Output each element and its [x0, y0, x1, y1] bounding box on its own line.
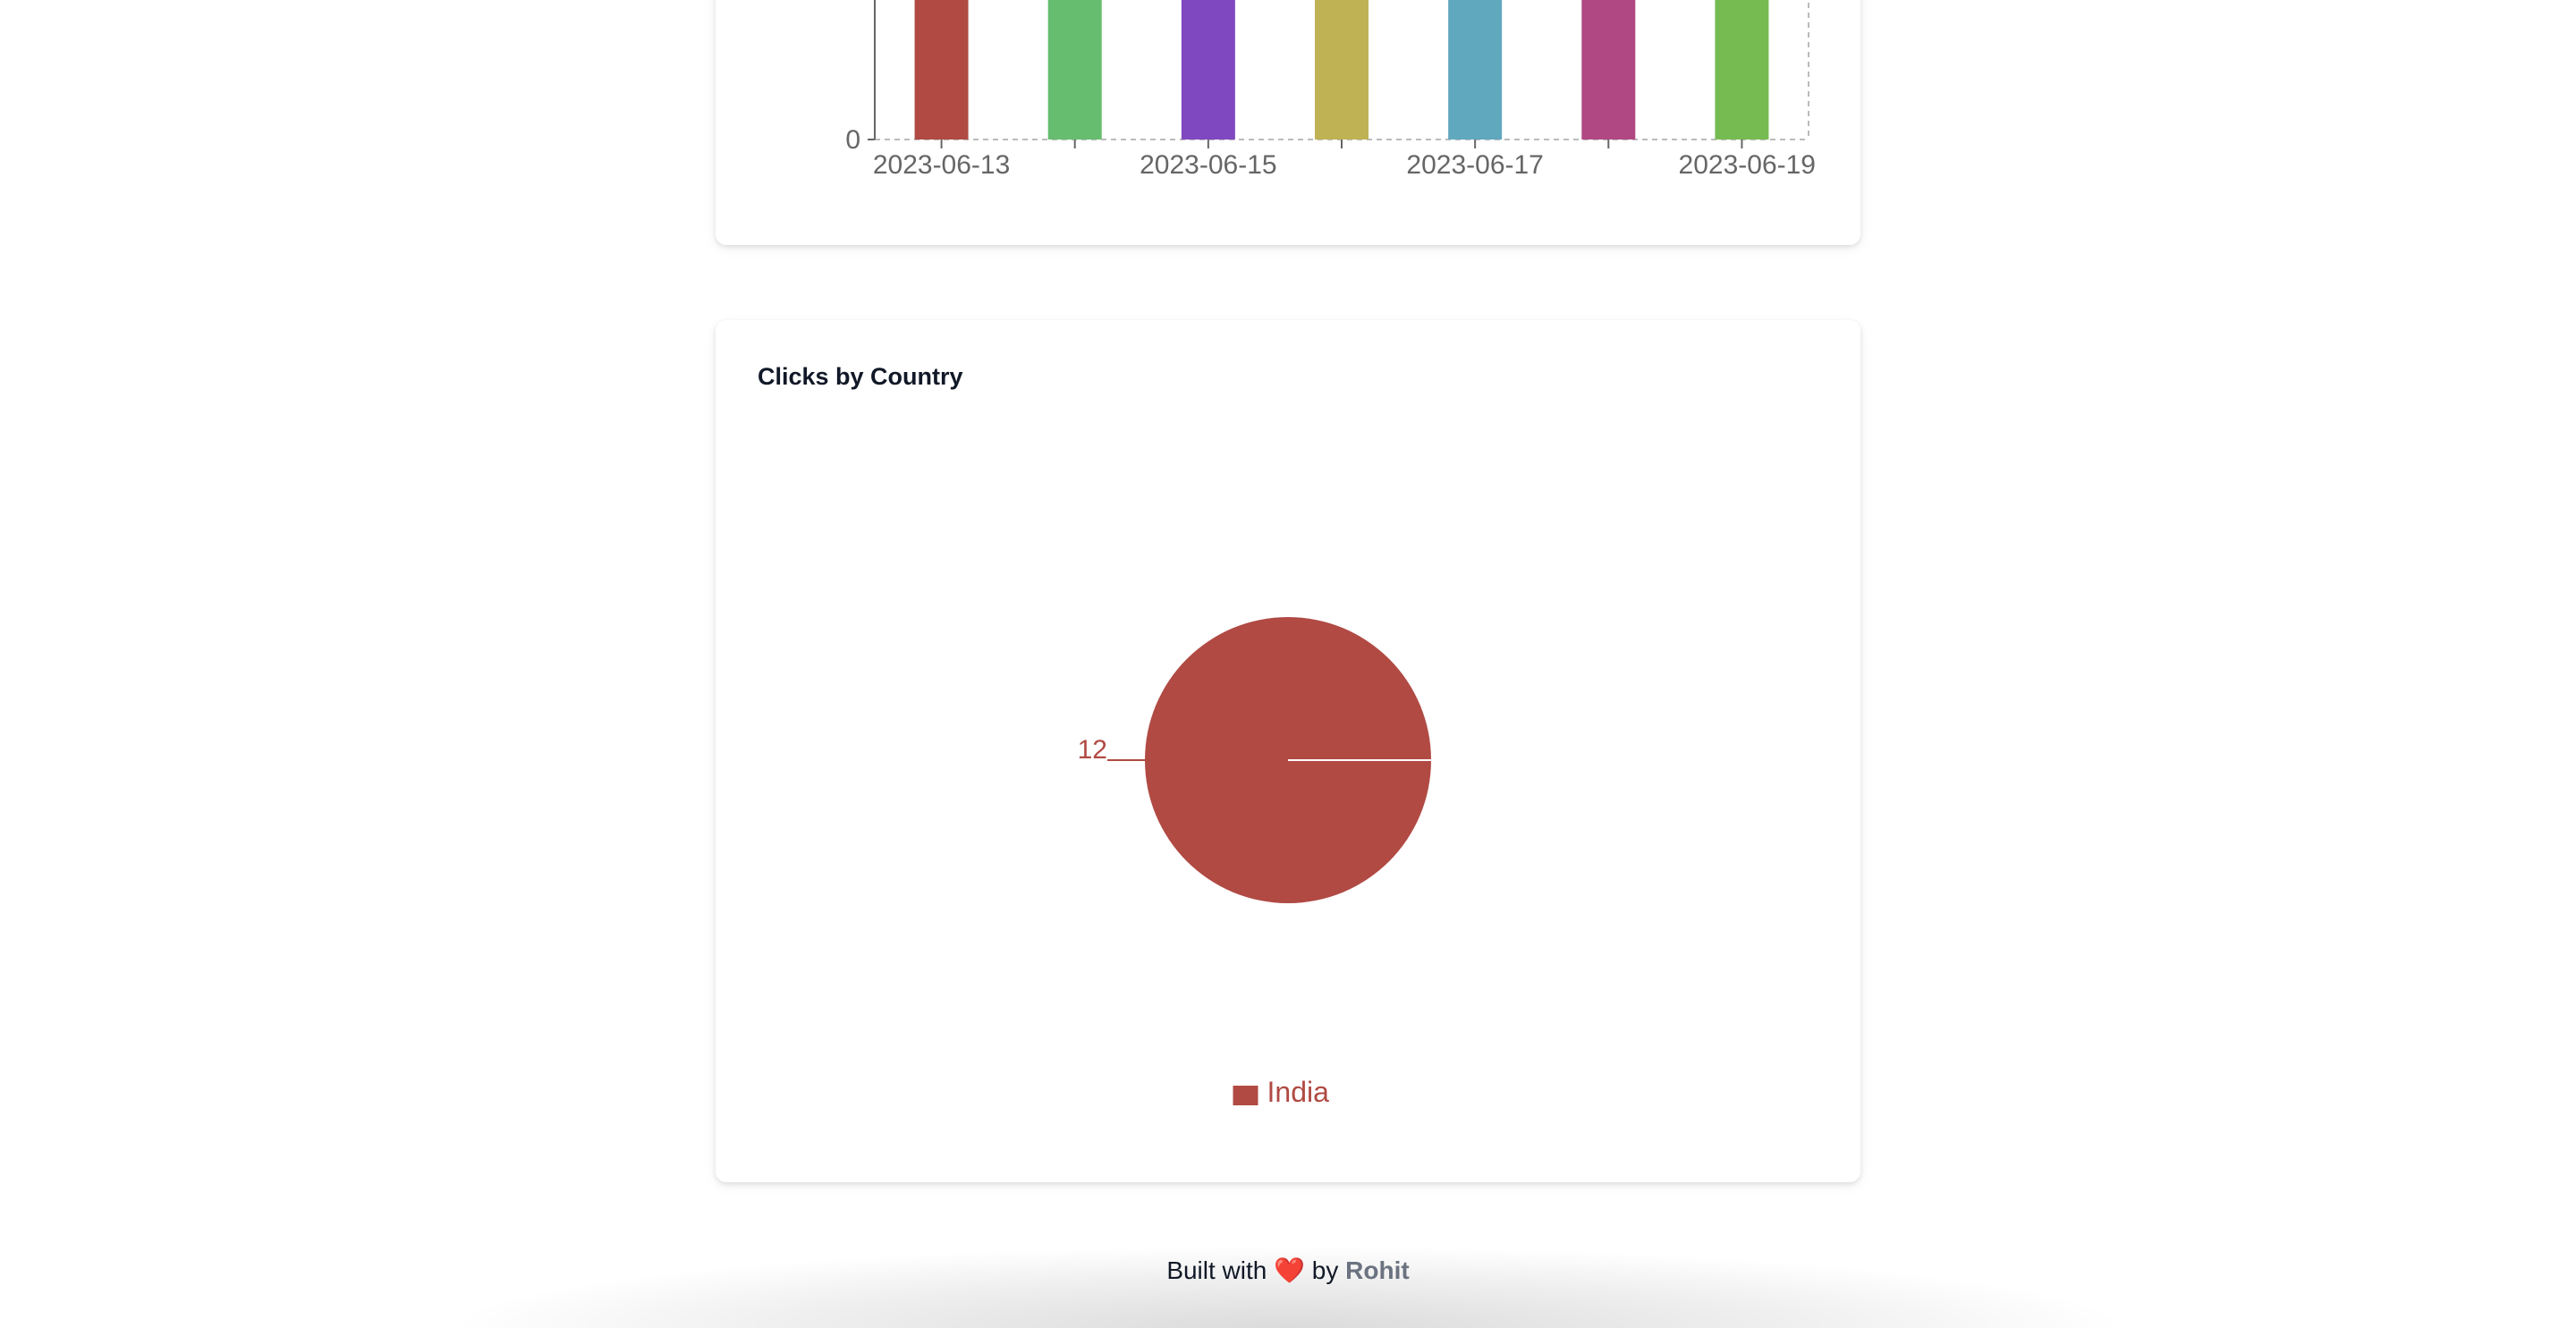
legend-label-India: India	[1267, 1076, 1330, 1108]
footer-by: by	[1311, 1256, 1339, 1284]
bar-2023-06-15	[1181, 0, 1235, 140]
author-link[interactable]: Rohit	[1345, 1256, 1410, 1284]
clicks-by-country-title: Clicks by Country	[758, 363, 963, 390]
footer: Built with ❤️ by Rohit	[0, 1256, 2576, 1285]
y-tick-label: 0	[845, 125, 860, 155]
clicks-by-country-chart: 12 India	[1078, 617, 1431, 1108]
x-tick-label-2023-06-19: 2023-06-19	[1679, 150, 1816, 180]
clicks-by-date-chart: 0 2023-06-13 2023-06-15 2023-06-17 2023-06-1…	[845, 0, 1816, 180]
heart-icon: ❤️	[1274, 1256, 1306, 1284]
x-tick-label-2023-06-17: 2023-06-17	[1406, 150, 1543, 180]
footer-prefix: Built with	[1166, 1256, 1267, 1284]
bar-2023-06-16	[1315, 0, 1368, 140]
clicks-by-date-card: 0 2023-06-13 2023-06-15 2023-06-17 2023-06-1…	[716, 0, 1860, 245]
legend-swatch-India	[1233, 1086, 1258, 1105]
bar-2023-06-13	[914, 0, 969, 140]
bar-2023-06-14	[1047, 0, 1102, 140]
pie-value-label: 12	[1078, 735, 1107, 765]
clicks-by-country-card: Clicks by Country 12 India	[716, 320, 1860, 1182]
x-tick-label-2023-06-13: 2023-06-13	[873, 150, 1010, 180]
x-tick-label-2023-06-15: 2023-06-15	[1140, 150, 1276, 180]
bar-2023-06-18	[1581, 0, 1636, 140]
bar-2023-06-19	[1715, 0, 1769, 140]
bar-2023-06-17	[1448, 0, 1503, 140]
